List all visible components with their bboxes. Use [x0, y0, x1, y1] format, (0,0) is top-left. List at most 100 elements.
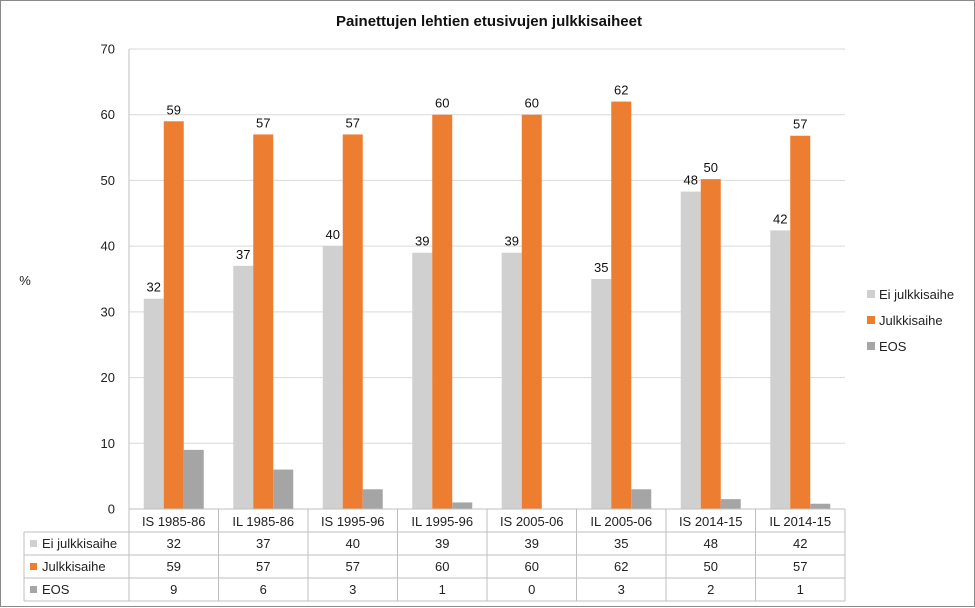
legend-swatch — [867, 290, 875, 298]
bar-value-label: 57 — [793, 117, 807, 132]
bar — [253, 134, 274, 509]
table-cell: 57 — [256, 559, 270, 574]
bar-value-label: 60 — [435, 96, 449, 111]
bar — [591, 279, 612, 509]
bar-value-label: 35 — [594, 260, 608, 275]
y-tick-label: 10 — [101, 436, 115, 451]
table-cell: 1 — [797, 582, 804, 597]
bars — [143, 101, 831, 510]
bar — [432, 114, 453, 509]
table-cell: 39 — [435, 536, 449, 551]
table-legend-swatch — [30, 586, 37, 593]
x-tick-label: IL 2014-15 — [769, 514, 831, 529]
bar-value-label: 57 — [346, 115, 360, 130]
data-table: IS 1985-86 IL 1985-86 IS 1995-96 IL 1995-96… — [23, 508, 846, 602]
bar — [770, 230, 791, 509]
table-legend-swatch — [30, 563, 37, 570]
bar-value-label: 42 — [773, 211, 787, 226]
table-cell: 35 — [614, 536, 628, 551]
table-cell: 9 — [170, 582, 177, 597]
bar-value-labels: 32 59 37 57 40 57 39 60 39 60 35 62 48 50 42 57 — [147, 83, 808, 295]
table-cell: 3 — [618, 582, 625, 597]
table-cell: 39 — [525, 536, 539, 551]
x-tick-label: IS 2014-15 — [679, 514, 743, 529]
bar — [163, 121, 184, 510]
bar-value-label: 62 — [614, 83, 628, 98]
table-cell: 32 — [167, 536, 181, 551]
y-axis-label: % — [19, 273, 31, 288]
bar — [143, 298, 164, 509]
bar — [362, 489, 383, 509]
table-cell: 37 — [256, 536, 270, 551]
bar — [273, 469, 294, 509]
bar-value-label: 37 — [236, 247, 250, 262]
legend-label: Ei julkkisaihe — [879, 287, 954, 302]
table-cell: 60 — [435, 559, 449, 574]
bar — [720, 499, 741, 509]
x-tick-label: IS 1985-86 — [142, 514, 206, 529]
table-cell: 57 — [346, 559, 360, 574]
bar — [611, 101, 632, 510]
table-legend-swatch — [30, 540, 37, 547]
y-tick-label: 50 — [101, 173, 115, 188]
x-tick-label: IL 1985-86 — [232, 514, 294, 529]
y-tick-labels: 0 10 20 30 40 50 60 70 — [101, 42, 115, 517]
legend-label: Julkkisaihe — [879, 313, 943, 328]
bar — [810, 503, 831, 509]
bar — [452, 502, 473, 509]
bar — [680, 191, 701, 509]
bar-value-label: 40 — [326, 227, 340, 242]
bar — [501, 252, 522, 509]
x-tick-label: IS 2005-06 — [500, 514, 564, 529]
y-tick-label: 40 — [101, 239, 115, 254]
y-tick-label: 20 — [101, 370, 115, 385]
table-cell: 57 — [793, 559, 807, 574]
bar-value-label: 48 — [684, 173, 698, 188]
bar-value-label: 57 — [256, 115, 270, 130]
y-tick-label: 60 — [101, 107, 115, 122]
table-cell: 2 — [707, 582, 714, 597]
legend: Ei julkkisaihe Julkkisaihe EOS — [867, 287, 954, 354]
table-series-name: EOS — [42, 582, 70, 597]
table-cell: 60 — [525, 559, 539, 574]
table-cell: 59 — [167, 559, 181, 574]
table-cell: 1 — [439, 582, 446, 597]
bar — [183, 449, 204, 509]
bar-value-label: 50 — [704, 160, 718, 175]
bar — [233, 265, 254, 509]
table-cell: 48 — [704, 536, 718, 551]
table-series-name: Ei julkkisaihe — [42, 536, 117, 551]
table-cell: 0 — [528, 582, 535, 597]
x-tick-label: IL 1995-96 — [411, 514, 473, 529]
table-series-name: Julkkisaihe — [42, 559, 106, 574]
legend-swatch — [867, 316, 875, 324]
table-cell: 6 — [260, 582, 267, 597]
chart-title: Painettujen lehtien etusivujen julkkisai… — [336, 13, 642, 30]
bar — [631, 489, 652, 509]
bar — [521, 114, 542, 509]
bar-value-label: 60 — [525, 96, 539, 111]
y-tick-label: 30 — [101, 304, 115, 319]
bar-value-label: 32 — [147, 280, 161, 295]
y-tick-label: 0 — [108, 502, 115, 517]
bar-value-label: 39 — [415, 234, 429, 249]
table-cell: 40 — [346, 536, 360, 551]
table-cell: 50 — [704, 559, 718, 574]
table-cell: 62 — [614, 559, 628, 574]
legend-label: EOS — [879, 339, 907, 354]
bar — [322, 246, 343, 509]
table-cell: 3 — [349, 582, 356, 597]
y-tick-label: 70 — [101, 42, 115, 57]
legend-swatch — [867, 342, 875, 350]
x-tick-label: IL 2005-06 — [590, 514, 652, 529]
table-cell: 42 — [793, 536, 807, 551]
bar-value-label: 59 — [167, 102, 181, 117]
bar-value-label: 39 — [505, 234, 519, 249]
x-tick-label: IS 1995-96 — [321, 514, 385, 529]
bar — [342, 134, 363, 509]
bar — [700, 179, 721, 509]
bar — [412, 252, 433, 509]
bar — [790, 135, 811, 509]
